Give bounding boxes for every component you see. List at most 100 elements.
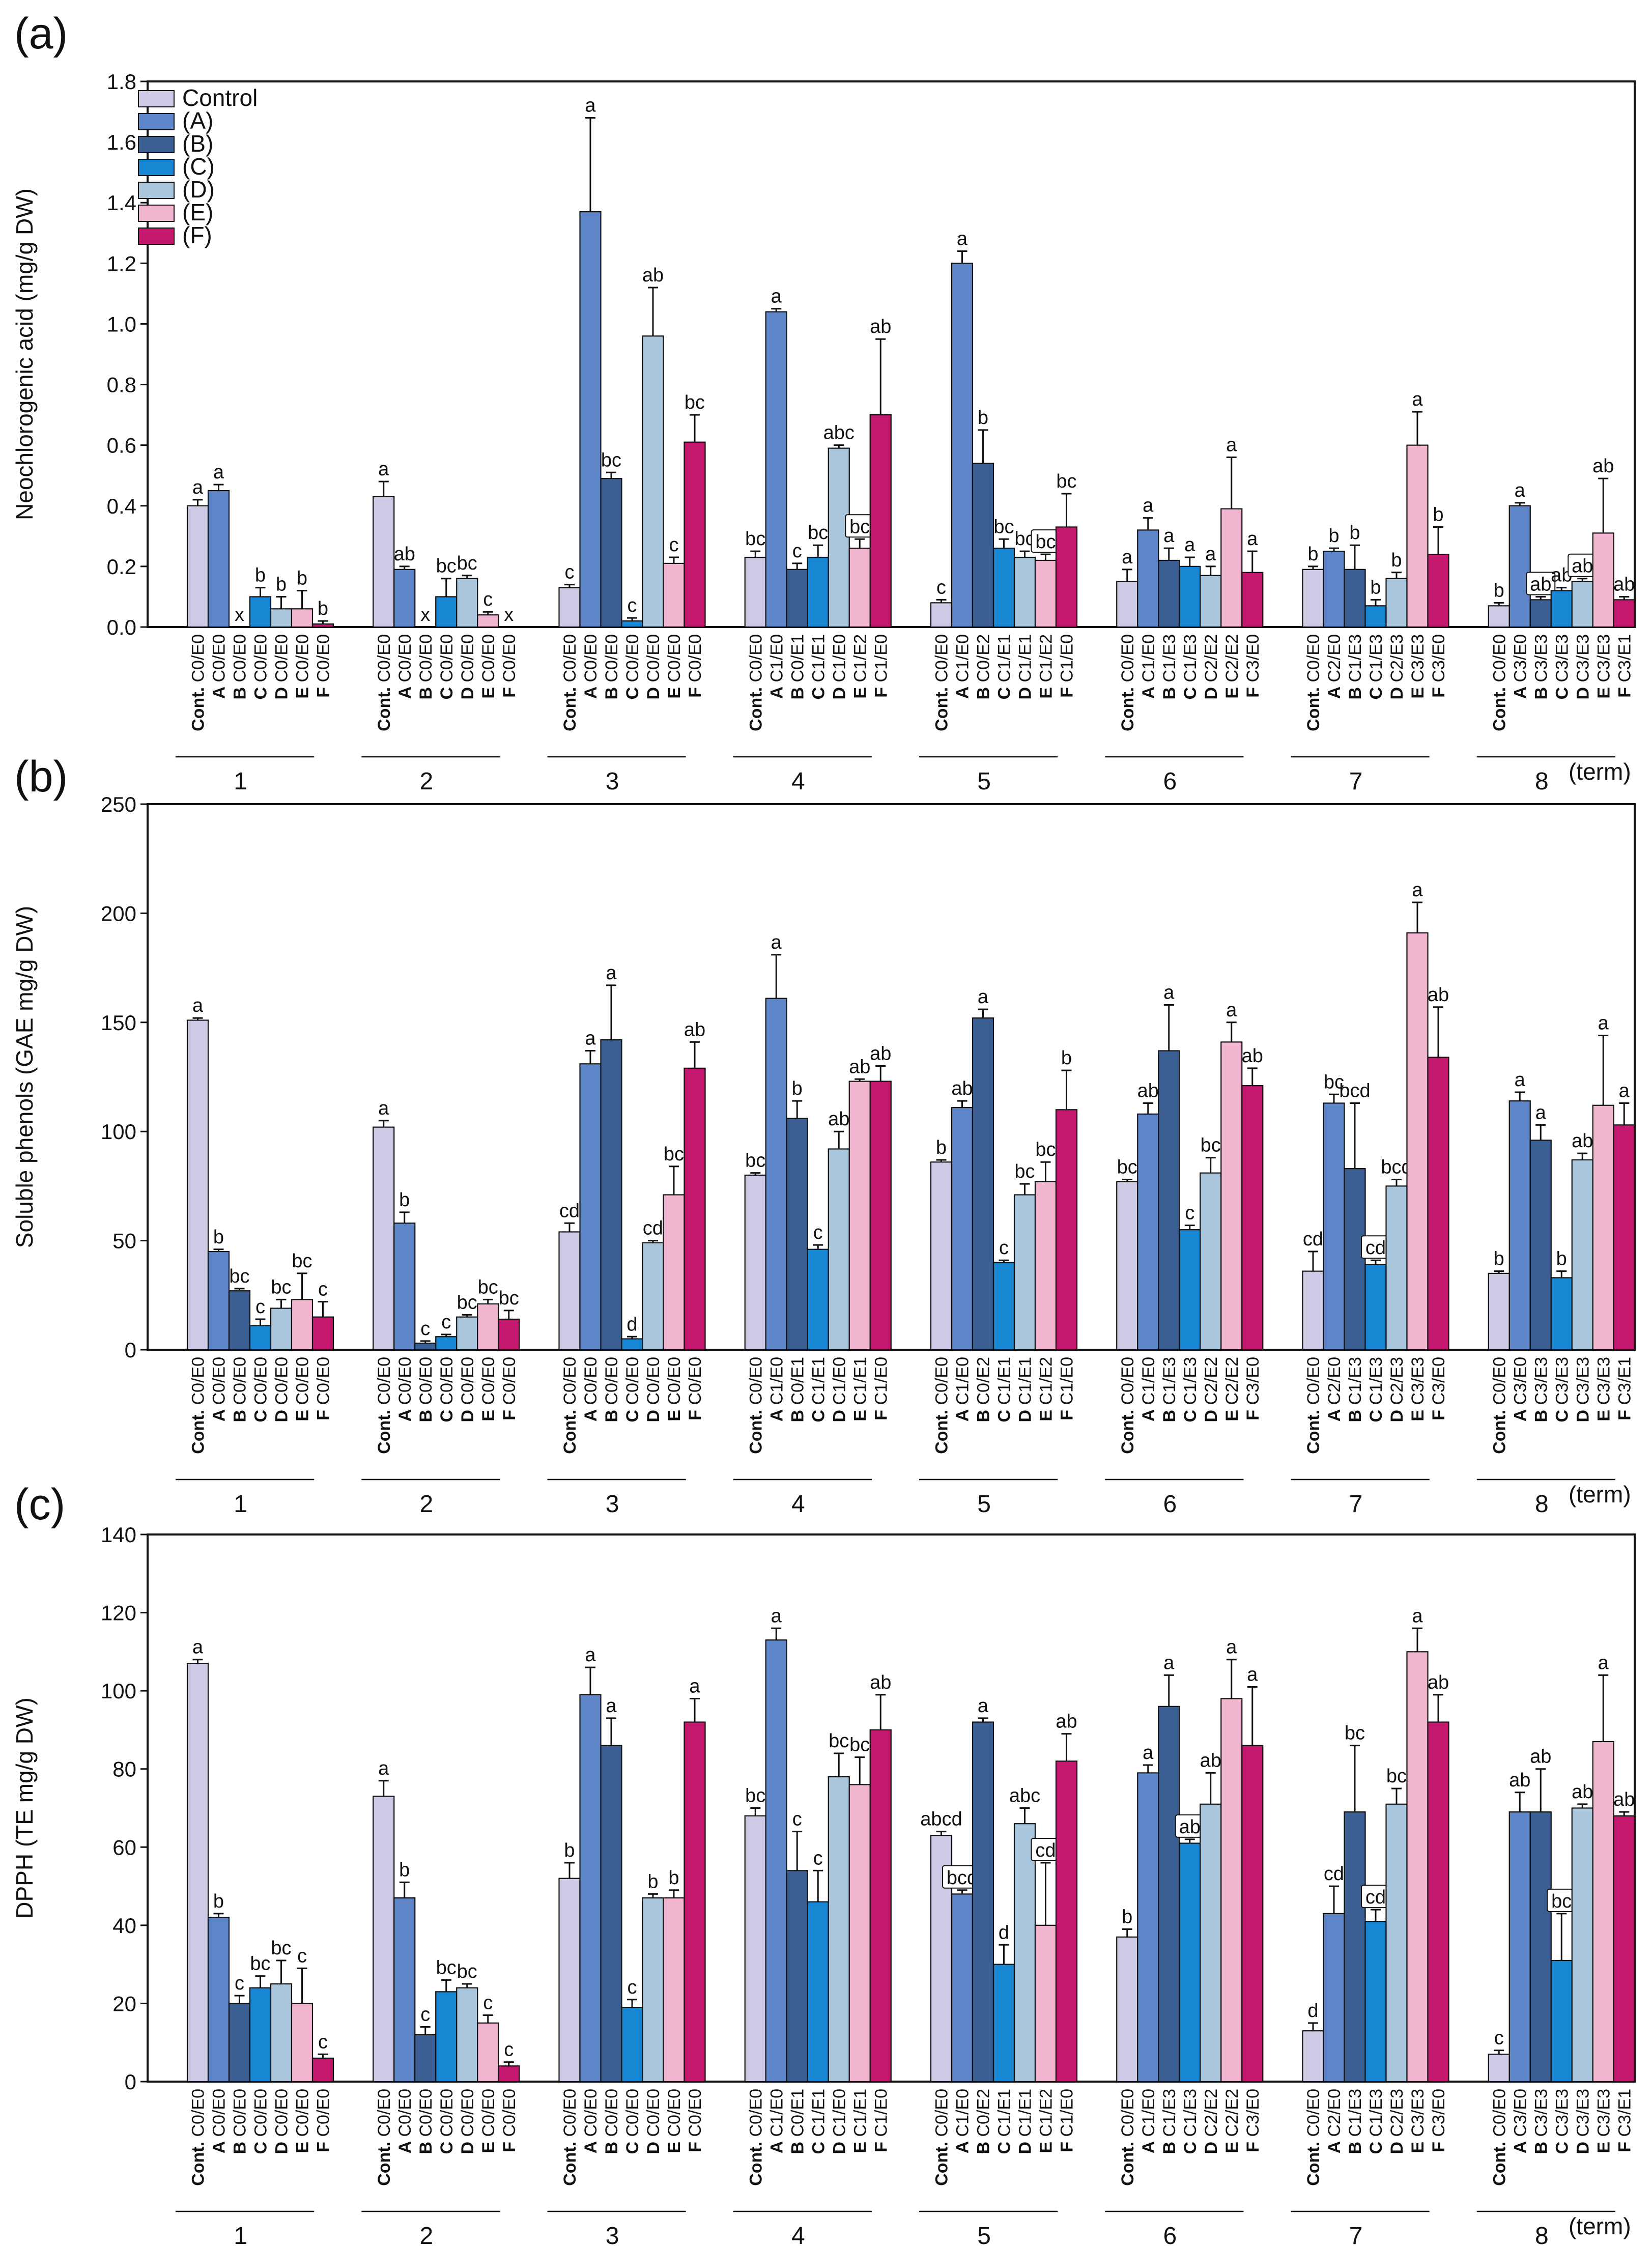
treatment-code: C0/E0: [1118, 2089, 1137, 2137]
x-category-label: F C3/E0: [1243, 1357, 1263, 1420]
treatment-code: C1/E3: [1160, 1357, 1179, 1405]
treatment-code: C1/E1: [1016, 2089, 1035, 2137]
x-category-label: Cont. C0/E0: [375, 2089, 394, 2186]
legend-swatch: [138, 205, 175, 222]
significance-letter: a: [771, 286, 782, 307]
significance-letter: a: [1122, 547, 1133, 568]
treatment-prefix: F: [1429, 2137, 1448, 2152]
treatment-prefix: D: [458, 683, 477, 700]
term-number: 6: [1163, 2223, 1177, 2246]
significance-letter: bc: [849, 516, 870, 537]
x-category-label: E C1/E2: [1037, 2089, 1056, 2153]
treatment-code: C0/E0: [479, 2089, 498, 2137]
bar-term2-e: [477, 1303, 499, 1351]
significance-letter: d: [999, 1922, 1009, 1943]
x-category-label: F C3/E0: [1243, 2089, 1263, 2152]
treatment-prefix: A: [953, 1405, 973, 1422]
y-axis-label: DPPH (TE mg/g DW): [11, 1697, 38, 1918]
treatment-code: C1/E0: [1139, 634, 1158, 683]
x-category-label: E C0/E0: [665, 2089, 684, 2153]
treatment-prefix: A: [1139, 683, 1158, 699]
treatment-code: C0/E0: [272, 2089, 292, 2137]
treatment-code: C0/E0: [1118, 1357, 1137, 1405]
treatment-code: C0/E0: [314, 1357, 333, 1405]
significance-letter: ab: [1530, 574, 1551, 595]
treatment-code: C0/E1: [788, 634, 807, 683]
bar-term2-d: [456, 1987, 478, 2083]
treatment-prefix: F: [1058, 683, 1077, 698]
significance-letter: a: [585, 1644, 596, 1666]
treatment-code: C1/E0: [871, 2089, 891, 2137]
bar-term4-b: [786, 1870, 808, 2083]
treatment-prefix: A: [767, 683, 786, 699]
treatment-code: C1/E1: [1016, 1357, 1035, 1405]
significance-letter: a: [1619, 1080, 1630, 1101]
x-category-label: Cont. C0/E0: [375, 634, 394, 731]
x-category-label: D C2/E2: [1202, 2089, 1221, 2154]
treatment-code: C3/E3: [1573, 1357, 1592, 1405]
treatment-code: C1/E3: [1181, 1357, 1200, 1405]
treatment-code: C0/E0: [251, 2089, 271, 2137]
legend-swatch: [138, 159, 175, 176]
treatment-prefix: B: [1531, 2137, 1551, 2154]
x-category-label: C C1/E1: [995, 634, 1014, 700]
bar-term6-a: [1137, 1113, 1159, 1351]
panel-label: (b): [14, 752, 68, 801]
x-category-label: F C3/E0: [1243, 634, 1263, 698]
bar-term3-c: [621, 1338, 643, 1351]
bar-term5-d: [1013, 1823, 1036, 2083]
x-category-label: A C1/E0: [1139, 634, 1158, 699]
bar-term1-cont: [186, 505, 209, 628]
x-category-label: B C0/E0: [416, 2089, 436, 2154]
bar-term7-cont: [1302, 2030, 1324, 2083]
treatment-code: C0/E0: [1304, 2089, 1323, 2137]
x-category-label: B C3/E3: [1531, 634, 1551, 700]
bar-term4-e: [848, 1081, 871, 1351]
treatment-code: C1/E3: [1181, 2089, 1200, 2137]
bar-term3-f: [683, 1721, 706, 2083]
treatment-code: C0/E0: [1490, 1357, 1509, 1405]
x-category-label: A C2/E0: [1325, 634, 1344, 699]
significance-letter: b: [1556, 1248, 1567, 1270]
significance-letter: bc: [745, 528, 765, 550]
x-category-label: D C0/E0: [272, 2089, 292, 2154]
treatment-code: C1/E3: [1181, 634, 1200, 683]
treatment-code: C0/E2: [974, 634, 993, 683]
bar-term7-d: [1385, 1803, 1408, 2083]
significance-letter: b: [1494, 1248, 1504, 1270]
term-number: 8: [1535, 2223, 1549, 2246]
treatment-prefix: B: [231, 2137, 250, 2154]
treatment-prefix: B: [974, 683, 993, 700]
treatment-code: C2/E3: [1387, 2089, 1407, 2137]
significance-letter: ab: [1592, 456, 1614, 477]
x-category-label: C C0/E0: [437, 2089, 457, 2154]
x-category-label: Cont. C0/E0: [932, 1357, 952, 1454]
term-number: 7: [1349, 2223, 1363, 2246]
treatment-prefix: Cont.: [1118, 2137, 1137, 2186]
treatment-code: C3/E0: [1511, 1357, 1530, 1405]
x-category-label: B C0/E0: [602, 2089, 621, 2154]
treatment-prefix: D: [272, 683, 292, 700]
bar-term8-a: [1508, 1811, 1531, 2083]
bar-term3-d: [642, 1242, 664, 1351]
treatment-code: C0/E0: [560, 1357, 580, 1405]
x-category-label: Cont. C0/E0: [1304, 2089, 1323, 2186]
treatment-prefix: D: [1573, 1405, 1592, 1423]
bar-term2-a: [393, 1897, 416, 2083]
term-number: 3: [606, 2223, 619, 2246]
significance-letter: c: [297, 1945, 307, 1967]
treatment-prefix: Cont.: [1490, 2137, 1509, 2186]
treatment-code: C3/E3: [1573, 2089, 1592, 2137]
treatment-code: C0/E0: [932, 1357, 952, 1405]
term-number: 1: [234, 2223, 247, 2246]
bar-term5-f: [1055, 1760, 1078, 2083]
bar-term4-d: [828, 1148, 850, 1351]
term-number: 7: [1349, 1491, 1363, 1518]
significance-letter: b: [1349, 522, 1360, 544]
significance-letter: c: [936, 577, 946, 598]
bar-term1-d: [270, 1983, 293, 2083]
treatment-prefix: D: [1387, 1405, 1407, 1423]
treatment-code: C1/E3: [1346, 634, 1365, 683]
bar-term5-b: [972, 1017, 994, 1351]
significance-letter: b: [668, 1867, 679, 1889]
